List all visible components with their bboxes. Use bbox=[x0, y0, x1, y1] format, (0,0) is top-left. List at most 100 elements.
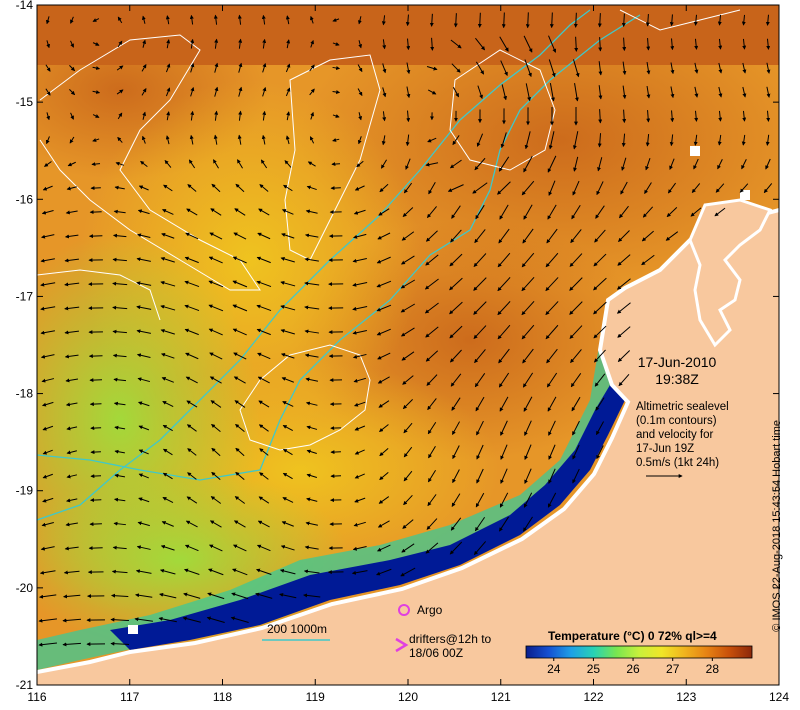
velocity-arrow bbox=[718, 38, 723, 50]
velocity-arrow bbox=[715, 183, 725, 193]
velocity-arrow bbox=[597, 13, 602, 28]
y-tick-label: -14 bbox=[16, 0, 34, 12]
velocity-arrow bbox=[545, 252, 559, 268]
colorbar-tick-label: 27 bbox=[666, 662, 680, 676]
velocity-arrow bbox=[380, 159, 388, 169]
velocity-arrow bbox=[237, 134, 242, 145]
velocity-arrow bbox=[548, 420, 556, 436]
velocity-arrow bbox=[305, 401, 318, 406]
velocity-arrow bbox=[521, 324, 535, 340]
velocity-arrow bbox=[113, 401, 126, 406]
velocity-arrow bbox=[400, 303, 416, 313]
velocity-arrow bbox=[474, 349, 486, 364]
velocity-arrow bbox=[42, 449, 53, 455]
colorbar-tick-label: 25 bbox=[587, 662, 601, 676]
velocity-arrow bbox=[693, 158, 699, 170]
velocity-arrow bbox=[186, 424, 197, 432]
velocity-arrow bbox=[283, 184, 293, 192]
info-line-5: 0.5m/s (1kt 24h) bbox=[636, 457, 720, 469]
velocity-arrow bbox=[500, 468, 508, 484]
velocity-arrow bbox=[617, 254, 631, 266]
velocity-arrow bbox=[233, 352, 247, 360]
velocity-arrow bbox=[403, 182, 413, 194]
velocity-arrow bbox=[594, 373, 606, 387]
velocity-arrow bbox=[186, 208, 198, 216]
velocity-arrow bbox=[400, 279, 416, 289]
info-line-2: (0.1m contours) bbox=[636, 415, 717, 427]
velocity-arrow bbox=[741, 134, 746, 146]
velocity-arrow bbox=[256, 544, 271, 552]
velocity-arrow bbox=[232, 304, 248, 312]
velocity-arrow bbox=[136, 257, 151, 262]
velocity-arrow bbox=[621, 13, 626, 28]
velocity-arrow bbox=[141, 64, 147, 72]
velocity-arrow bbox=[310, 111, 314, 120]
velocity-arrow bbox=[452, 135, 460, 146]
velocity-arrow bbox=[593, 325, 607, 339]
velocity-arrow bbox=[354, 185, 365, 191]
velocity-arrow bbox=[234, 208, 246, 216]
velocity-arrow bbox=[66, 498, 78, 503]
velocity-arrow bbox=[137, 377, 151, 383]
velocity-arrow bbox=[91, 162, 101, 167]
velocity-arrow bbox=[233, 544, 247, 552]
velocity-arrow bbox=[116, 89, 124, 95]
velocity-arrow bbox=[354, 449, 365, 455]
velocity-arrow bbox=[67, 161, 76, 167]
velocity-arrow bbox=[136, 329, 151, 334]
velocity-arrow bbox=[214, 86, 219, 97]
velocity-arrow bbox=[257, 352, 271, 360]
velocity-arrow bbox=[232, 280, 248, 288]
y-tick-label: -16 bbox=[16, 192, 34, 206]
velocity-arrow bbox=[501, 84, 508, 101]
velocity-arrow bbox=[65, 522, 78, 527]
velocity-arrow bbox=[593, 277, 607, 291]
velocity-arrow bbox=[452, 421, 460, 436]
velocity-arrow bbox=[353, 521, 366, 527]
argo-label: Argo bbox=[417, 603, 443, 617]
velocity-arrow bbox=[426, 518, 438, 530]
velocity-arrow bbox=[184, 328, 199, 336]
velocity-arrow bbox=[259, 448, 269, 456]
velocity-arrow bbox=[620, 181, 628, 195]
velocity-arrow bbox=[354, 497, 366, 503]
velocity-arrow bbox=[280, 305, 296, 311]
velocity-arrow bbox=[46, 40, 51, 49]
velocity-arrow bbox=[233, 520, 246, 528]
velocity-arrow bbox=[401, 351, 415, 361]
velocity-arrow bbox=[450, 39, 462, 49]
velocity-arrow bbox=[235, 183, 245, 193]
velocity-arrow bbox=[500, 444, 508, 460]
velocity-arrow bbox=[382, 87, 387, 98]
velocity-arrow bbox=[546, 348, 558, 364]
velocity-arrow bbox=[45, 88, 51, 96]
velocity-arrow bbox=[282, 424, 293, 432]
velocity-arrow bbox=[352, 306, 368, 311]
velocity-arrow bbox=[165, 63, 171, 73]
velocity-arrow bbox=[69, 136, 75, 144]
velocity-arrow bbox=[41, 209, 54, 215]
velocity-arrow bbox=[476, 468, 484, 484]
velocity-arrow bbox=[547, 155, 557, 173]
velocity-arrow bbox=[426, 374, 438, 386]
colorbar bbox=[525, 645, 753, 659]
velocity-arrow bbox=[498, 228, 510, 244]
velocity-arrow bbox=[44, 161, 52, 167]
velocity-arrow bbox=[571, 204, 581, 220]
velocity-arrow bbox=[382, 39, 387, 50]
velocity-arrow bbox=[40, 546, 55, 551]
velocity-arrow bbox=[450, 517, 462, 531]
velocity-arrow bbox=[402, 399, 413, 410]
velocity-arrow bbox=[230, 616, 249, 623]
velocity-arrow bbox=[472, 182, 488, 194]
velocity-arrow bbox=[425, 162, 439, 167]
velocity-arrow bbox=[70, 112, 74, 120]
x-tick-label: 123 bbox=[676, 690, 696, 704]
velocity-arrow bbox=[138, 425, 150, 431]
velocity-arrow bbox=[765, 134, 770, 146]
velocity-arrow bbox=[159, 592, 177, 599]
velocity-arrow bbox=[184, 544, 199, 552]
velocity-arrow bbox=[377, 520, 390, 528]
velocity-arrow bbox=[473, 325, 487, 339]
velocity-arrow bbox=[377, 232, 391, 240]
